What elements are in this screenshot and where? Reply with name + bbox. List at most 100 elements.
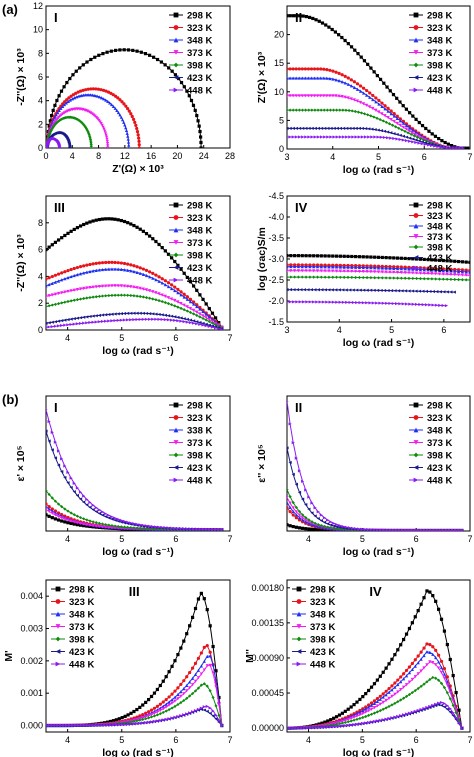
data-point bbox=[116, 318, 120, 322]
data-point bbox=[154, 525, 158, 529]
data-point bbox=[338, 525, 342, 530]
data-point bbox=[130, 114, 134, 119]
data-point bbox=[402, 685, 406, 689]
data-point bbox=[383, 114, 387, 118]
data-point bbox=[135, 270, 139, 274]
data-point bbox=[422, 706, 426, 711]
data-point bbox=[295, 288, 300, 292]
data-point bbox=[287, 288, 289, 292]
plot-area bbox=[287, 14, 470, 149]
data-point bbox=[122, 318, 127, 322]
data-point bbox=[445, 277, 449, 281]
data-point bbox=[110, 319, 114, 323]
data-point bbox=[214, 713, 218, 717]
data-point bbox=[88, 285, 92, 290]
data-point bbox=[55, 117, 60, 121]
data-point bbox=[120, 722, 124, 727]
data-point bbox=[376, 270, 381, 274]
data-point bbox=[304, 265, 308, 269]
data-point bbox=[157, 312, 161, 317]
data-point bbox=[75, 514, 80, 518]
data-point bbox=[361, 102, 366, 106]
data-point bbox=[407, 528, 411, 531]
data-point bbox=[390, 694, 394, 698]
data-point bbox=[411, 137, 415, 141]
plot-frame bbox=[45, 579, 231, 733]
data-point bbox=[129, 526, 133, 530]
data-point bbox=[408, 302, 412, 306]
data-point bbox=[346, 720, 350, 724]
data-point bbox=[373, 255, 377, 259]
data-point bbox=[46, 326, 48, 329]
data-point bbox=[182, 317, 186, 321]
x-axis-label: log ω (rad s⁻¹) bbox=[102, 345, 174, 357]
data-point bbox=[170, 664, 174, 668]
legend-label: 373 K bbox=[187, 438, 212, 449]
x-axis-label: log ω (rad s⁻¹) bbox=[102, 546, 174, 558]
data-point bbox=[437, 607, 441, 611]
series-4 bbox=[46, 293, 224, 330]
legend-marker bbox=[55, 611, 61, 617]
data-point bbox=[129, 720, 133, 724]
data-point bbox=[365, 93, 369, 97]
data-point bbox=[97, 284, 101, 289]
data-point bbox=[126, 525, 130, 529]
data-point bbox=[50, 511, 54, 515]
data-point bbox=[395, 256, 400, 260]
data-point bbox=[346, 76, 350, 80]
data-point bbox=[88, 500, 92, 505]
data-point bbox=[56, 463, 61, 467]
data-point bbox=[338, 254, 342, 258]
data-point bbox=[442, 290, 446, 294]
data-point bbox=[422, 257, 426, 262]
data-point bbox=[291, 525, 295, 529]
data-point bbox=[399, 265, 403, 269]
data-point bbox=[346, 265, 350, 269]
plot-area bbox=[46, 591, 224, 728]
data-point bbox=[399, 698, 403, 702]
data-point bbox=[46, 488, 48, 493]
data-point bbox=[123, 722, 127, 726]
data-point bbox=[47, 124, 51, 128]
data-point bbox=[59, 117, 63, 122]
data-point bbox=[348, 300, 352, 305]
data-point bbox=[358, 84, 363, 88]
data-point bbox=[399, 270, 403, 275]
data-point bbox=[72, 520, 76, 524]
data-point bbox=[454, 707, 458, 712]
data-point bbox=[287, 275, 289, 279]
data-point bbox=[323, 265, 327, 269]
data-point bbox=[287, 108, 289, 112]
legend-label: 398 K bbox=[187, 451, 212, 462]
data-point bbox=[205, 704, 209, 708]
data-point bbox=[350, 109, 354, 113]
data-point bbox=[119, 318, 123, 322]
legend-label: 323 K bbox=[69, 597, 94, 608]
data-point bbox=[208, 711, 212, 715]
legend-marker bbox=[296, 599, 302, 604]
data-point bbox=[323, 254, 327, 258]
data-point bbox=[310, 108, 314, 112]
data-point bbox=[182, 295, 186, 299]
data-point bbox=[468, 270, 470, 274]
data-point bbox=[113, 94, 118, 98]
data-point bbox=[185, 275, 189, 280]
data-point bbox=[334, 94, 338, 98]
data-point bbox=[346, 82, 350, 86]
data-point bbox=[297, 108, 302, 112]
data-point bbox=[72, 522, 76, 526]
series-6 bbox=[46, 317, 224, 330]
data-point bbox=[375, 704, 379, 708]
data-point bbox=[399, 675, 403, 679]
data-point bbox=[390, 684, 394, 688]
data-point bbox=[423, 137, 427, 142]
data-point bbox=[85, 497, 89, 501]
data-point bbox=[396, 289, 401, 293]
data-point bbox=[376, 255, 381, 259]
data-point bbox=[72, 273, 76, 278]
data-point bbox=[418, 267, 423, 272]
legend-label: 448 K bbox=[427, 476, 452, 487]
data-point bbox=[166, 284, 171, 289]
data-point bbox=[122, 284, 127, 288]
data-point bbox=[179, 306, 183, 310]
